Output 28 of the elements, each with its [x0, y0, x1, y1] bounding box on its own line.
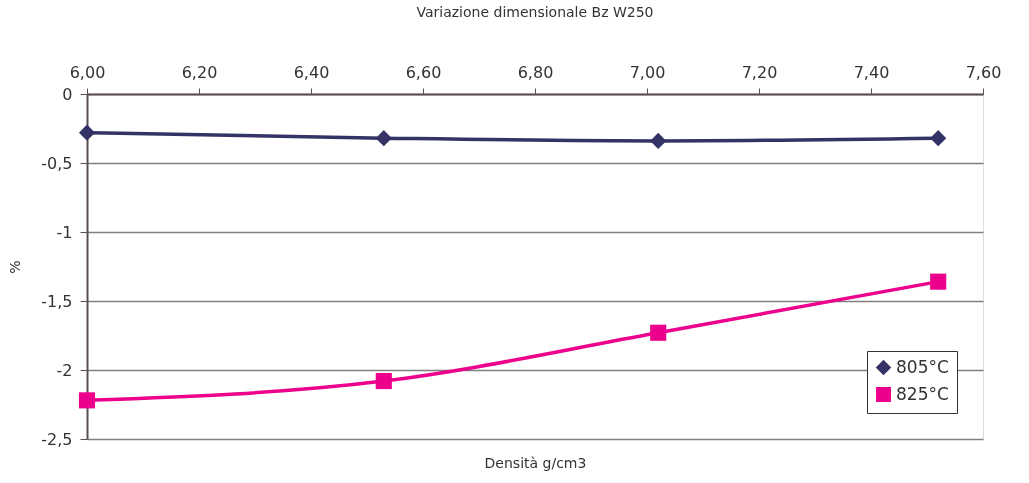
x-axis-title: Densità g/cm3	[484, 454, 587, 471]
x-tick-label: 7,60	[965, 62, 1002, 82]
point	[930, 273, 947, 290]
point	[375, 372, 392, 390]
x-tick-label: 7,00	[629, 62, 666, 82]
y-tick-label: -2,5	[41, 429, 73, 449]
point	[930, 130, 947, 147]
point	[78, 124, 96, 141]
point	[78, 392, 96, 409]
point	[650, 324, 667, 341]
x-tick-label: 6,60	[405, 62, 442, 82]
x-tick-label: 7,40	[853, 62, 890, 82]
x-tick-label: 6,00	[69, 62, 106, 82]
legend-label: 825°C	[896, 383, 949, 404]
y-tick-label: -2	[56, 360, 73, 380]
point	[650, 132, 667, 149]
y-tick-label: 0	[62, 84, 73, 104]
y-tick-label: -0,5	[41, 153, 73, 173]
y-tick-label: -1,5	[41, 291, 73, 311]
x-tick-label: 6,80	[517, 62, 554, 82]
y-axis-title: %	[7, 260, 24, 274]
legend-label: 805°C	[896, 356, 949, 377]
point	[375, 130, 392, 147]
chart-title: Variazione dimensionale Bz W250	[416, 4, 654, 20]
y-tick-label: -1	[56, 222, 73, 242]
x-tick-label: 6,20	[181, 62, 218, 82]
x-tick-label: 6,40	[293, 62, 330, 82]
x-tick-label: 7,20	[741, 62, 778, 82]
